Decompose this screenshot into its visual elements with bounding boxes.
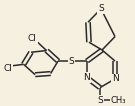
Text: Cl: Cl — [28, 34, 37, 43]
Text: Cl: Cl — [4, 64, 13, 73]
Text: CH₃: CH₃ — [111, 96, 126, 105]
Text: N: N — [84, 73, 90, 82]
Text: S: S — [69, 56, 74, 66]
Text: S: S — [97, 96, 103, 105]
Text: S: S — [98, 4, 104, 13]
Text: N: N — [112, 74, 118, 83]
